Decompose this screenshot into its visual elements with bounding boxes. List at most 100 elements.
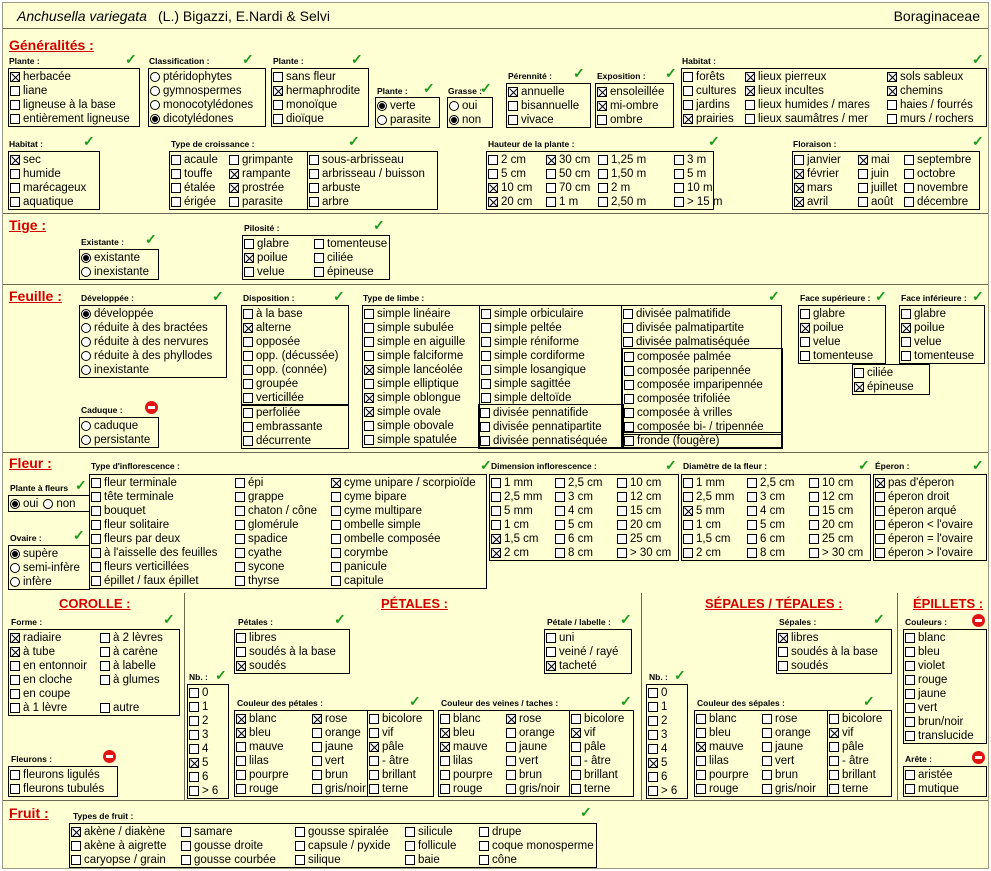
checkbox[interactable] <box>624 408 634 418</box>
option-caduque-0-1[interactable]: persistante <box>80 433 158 447</box>
option-dim_inflo-1-5[interactable]: 8 cm <box>554 546 616 560</box>
checkbox[interactable] <box>295 827 305 837</box>
radio-button[interactable] <box>81 337 91 347</box>
checkbox[interactable] <box>794 197 804 207</box>
option-sepales_nb-0-3[interactable]: 3 <box>647 728 687 742</box>
option-couleur_petales-0-1[interactable]: bleu <box>235 726 311 740</box>
checkbox[interactable] <box>488 197 498 207</box>
option-fruit-4-0[interactable]: drupe <box>478 825 596 839</box>
option-habitat1-2-3[interactable]: murs / rochers <box>886 112 986 126</box>
option-couleur_sepales-0-5[interactable]: rouge <box>695 782 761 796</box>
option-floraison-0-1[interactable]: février <box>793 167 857 181</box>
checkbox[interactable] <box>747 492 757 502</box>
option-fruit-3-2[interactable]: baie <box>404 853 478 867</box>
radio-button[interactable] <box>377 115 387 125</box>
checkbox[interactable] <box>488 155 498 165</box>
option-diam_fleur-0-5[interactable]: 2 cm <box>682 546 746 560</box>
option-sepales_nb-0-0[interactable]: 0 <box>647 686 687 700</box>
option-plante_type-0-0[interactable]: herbacée <box>9 70 139 84</box>
option-perennite-0-0[interactable]: annuelle <box>507 85 590 99</box>
option-inflorescence-1-2[interactable]: chaton / cône <box>234 504 330 518</box>
option-dim_inflo-1-1[interactable]: 3 cm <box>554 490 616 504</box>
checkbox[interactable] <box>314 239 324 249</box>
option-plante_sexe-0-2[interactable]: monoïque <box>272 98 368 112</box>
checkbox[interactable] <box>800 337 810 347</box>
checkbox[interactable] <box>369 784 379 794</box>
checkbox[interactable] <box>571 742 581 752</box>
checkbox[interactable] <box>491 534 501 544</box>
option-couleur_sepales-0-4[interactable]: pourpre <box>695 768 761 782</box>
option-croissance-1-0[interactable]: grimpante <box>228 153 307 167</box>
checkbox[interactable] <box>331 576 341 586</box>
option-couleur_veines-1-3[interactable]: vert <box>505 754 569 768</box>
option-inflorescence-2-0[interactable]: cyme unipare / scorpioïde <box>330 476 486 490</box>
checkbox[interactable] <box>10 100 20 110</box>
checkbox[interactable] <box>331 478 341 488</box>
checkbox[interactable] <box>875 520 885 530</box>
option-arete-0-1[interactable]: mutique <box>904 782 986 796</box>
option-hauteur-0-0[interactable]: 2 cm <box>487 153 545 167</box>
option-couleur_petales-0-3[interactable]: lilas <box>235 754 311 768</box>
checkbox[interactable] <box>887 114 897 124</box>
option-sepales_nb-0-6[interactable]: 6 <box>647 770 687 784</box>
checkbox[interactable] <box>762 714 772 724</box>
radio-button[interactable] <box>150 114 160 124</box>
checkbox[interactable] <box>235 548 245 558</box>
option-plante_type-0-2[interactable]: ligneuse à la base <box>9 98 139 112</box>
option-couleur_petales-2-5[interactable]: terne <box>368 782 433 796</box>
option-dim_inflo-2-1[interactable]: 12 cm <box>616 490 678 504</box>
option-limbe-compose-3[interactable]: composée trifoliée <box>623 392 784 406</box>
option-grasse-0-0[interactable]: oui <box>448 99 492 113</box>
option-plante_couleur-0-1[interactable]: parasite <box>376 113 439 127</box>
checkbox[interactable] <box>369 770 379 780</box>
checkbox[interactable] <box>546 633 556 643</box>
option-petales_nb-0-3[interactable]: 3 <box>188 728 228 742</box>
checkbox[interactable] <box>555 534 565 544</box>
option-perennite-0-1[interactable]: bisannuelle <box>507 99 590 113</box>
option-forme-1-0[interactable]: à 2 lèvres <box>99 631 179 645</box>
checkbox[interactable] <box>491 548 501 558</box>
option-couleur_petales-0-2[interactable]: mauve <box>235 740 311 754</box>
checkbox[interactable] <box>91 562 101 572</box>
checkbox[interactable] <box>314 253 324 263</box>
checkbox[interactable] <box>506 784 516 794</box>
checkbox[interactable] <box>91 548 101 558</box>
option-croissance-2-0[interactable]: sous-arbrisseau <box>308 153 437 167</box>
option-plante_sexe-0-1[interactable]: hermaphrodite <box>272 84 368 98</box>
checkbox[interactable] <box>236 784 246 794</box>
checkbox[interactable] <box>546 169 556 179</box>
option-hauteur-2-2[interactable]: 2 m <box>597 181 673 195</box>
option-couleurs_epillets-0-5[interactable]: vert <box>904 701 986 715</box>
option-croissance-1-3[interactable]: parasite <box>228 195 307 209</box>
option-face_inf-0-0[interactable]: glabre <box>900 307 984 321</box>
checkbox[interactable] <box>235 534 245 544</box>
checkbox[interactable] <box>800 309 810 319</box>
option-face_sup-0-2[interactable]: velue <box>799 335 885 349</box>
option-existante-0-1[interactable]: inexistante <box>80 265 158 279</box>
checkbox[interactable] <box>10 770 20 780</box>
option-inflorescence-1-4[interactable]: spadice <box>234 532 330 546</box>
checkbox[interactable] <box>905 647 915 657</box>
option-petale_labelle-0-2[interactable]: tacheté <box>545 659 631 673</box>
option-diam_fleur-1-5[interactable]: 8 cm <box>746 546 808 560</box>
option-inflorescence-1-0[interactable]: épi <box>234 476 330 490</box>
radio-button[interactable] <box>449 115 459 125</box>
option-exposition-0-0[interactable]: ensoleillée <box>596 85 673 99</box>
option-pilosite_tige-1-2[interactable]: épineuse <box>313 265 389 279</box>
option-limbe-pinna-0[interactable]: divisée pennatifide <box>479 406 625 420</box>
option-floraison-2-3[interactable]: décembre <box>903 195 979 209</box>
option-diam_fleur-1-4[interactable]: 6 cm <box>746 532 808 546</box>
checkbox[interactable] <box>624 352 634 362</box>
checkbox[interactable] <box>648 702 658 712</box>
checkbox[interactable] <box>696 784 706 794</box>
checkbox[interactable] <box>273 100 283 110</box>
option-face_extra-0-1[interactable]: épineuse <box>853 380 929 394</box>
option-croissance-1-1[interactable]: rampante <box>228 167 307 181</box>
option-face_inf-0-2[interactable]: velue <box>900 335 984 349</box>
option-limbe-compose-2[interactable]: composée imparipennée <box>623 378 784 392</box>
option-habitat1-2-2[interactable]: haies / fourrés <box>886 98 986 112</box>
option-habitat1-1-2[interactable]: lieux humides / mares <box>744 98 886 112</box>
checkbox[interactable] <box>243 323 253 333</box>
checkbox[interactable] <box>236 647 246 657</box>
checkbox[interactable] <box>243 365 253 375</box>
